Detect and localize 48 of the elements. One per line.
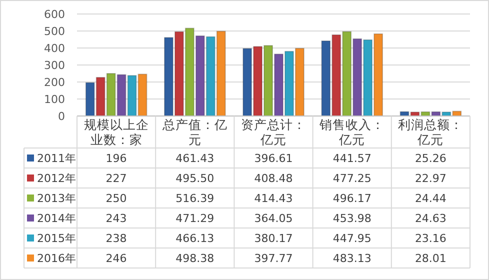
data-label: 243 xyxy=(106,212,127,225)
data-label: 364.05 xyxy=(254,212,293,225)
data-label: 227 xyxy=(106,172,127,185)
data-label: 25.26 xyxy=(414,152,446,165)
x-tick-label: 总产值：亿元 xyxy=(161,117,228,147)
legend-label: 2011年 xyxy=(37,152,76,165)
data-label: 483.13 xyxy=(332,252,372,265)
data-label: 408.48 xyxy=(254,172,293,185)
data-label: 246 xyxy=(106,252,127,265)
data-label: 396.61 xyxy=(254,152,293,165)
x-tick-label: 资产总计：亿元 xyxy=(241,117,306,147)
data-label: 414.43 xyxy=(254,192,293,205)
x-tick-label: 规模以上企业数：家 xyxy=(84,117,149,147)
data-label: 23.16 xyxy=(414,232,446,245)
data-label: 24.44 xyxy=(414,192,446,205)
y-tick-label: 0 xyxy=(58,110,65,123)
data-label: 380.17 xyxy=(254,232,293,245)
y-tick-label: 100 xyxy=(44,93,65,106)
legend-label: 2014年 xyxy=(37,212,76,225)
data-label: 495.50 xyxy=(176,172,214,185)
data-label: 441.57 xyxy=(332,152,372,165)
data-label: 477.25 xyxy=(332,172,372,185)
y-tick-label: 400 xyxy=(44,42,65,55)
data-label: 238 xyxy=(106,232,127,245)
data-label: 516.39 xyxy=(176,192,214,205)
data-label: 24.63 xyxy=(414,212,446,225)
data-label: 498.38 xyxy=(176,252,214,265)
data-label: 397.77 xyxy=(254,252,293,265)
legend-label: 2016年 xyxy=(37,252,76,265)
x-tick-label: 销售收入：亿元 xyxy=(318,117,385,147)
y-tick-label: 200 xyxy=(44,76,65,89)
legend-label: 2013年 xyxy=(37,192,76,205)
legend-label: 2012年 xyxy=(37,172,76,185)
y-tick-label: 600 xyxy=(44,8,65,21)
data-label: 496.17 xyxy=(332,192,372,205)
data-label: 196 xyxy=(106,152,127,165)
data-label: 22.97 xyxy=(414,172,446,185)
data-label: 28.01 xyxy=(414,252,446,265)
data-label: 466.13 xyxy=(176,232,214,245)
data-label: 453.98 xyxy=(332,212,372,225)
y-tick-label: 500 xyxy=(44,25,65,38)
data-label: 471.29 xyxy=(176,212,214,225)
data-label: 447.95 xyxy=(332,232,372,245)
legend-label: 2015年 xyxy=(37,232,76,245)
data-label: 461.43 xyxy=(176,152,214,165)
y-tick-label: 300 xyxy=(44,59,65,72)
data-label: 250 xyxy=(106,192,127,205)
x-tick-label: 利润总额：亿元 xyxy=(398,117,464,147)
